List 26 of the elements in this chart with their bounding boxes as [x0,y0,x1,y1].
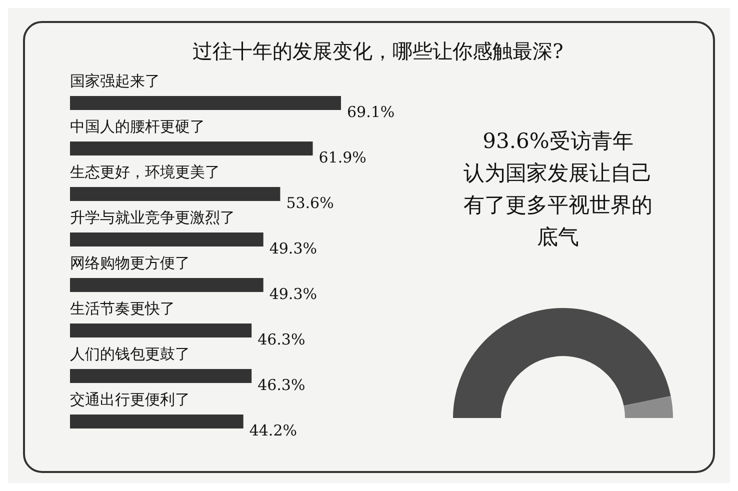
bar [70,142,313,156]
bar [70,278,264,292]
bar [70,369,252,383]
y-tick-label: 生活节奏更快了 [70,300,175,318]
y-tick-label: 生态更好，环境更美了 [70,163,220,181]
y-tick-label: 升学与就业竞争更激烈了 [70,208,235,226]
bar [70,96,341,110]
y-tick-label: 中国人的腰杆更硬了 [70,118,205,136]
data-label: 69.1% [347,103,395,121]
chart-title: 过往十年的发展变化，哪些让你感触最深? [192,39,564,63]
data-label: 53.6% [286,194,334,212]
bar [70,414,244,428]
data-label: 44.2% [249,422,297,440]
y-tick-label: 网络购物更方便了 [70,254,190,272]
data-label: 49.3% [269,240,318,258]
data-label: 46.3% [258,376,306,394]
data-label: 46.3% [258,330,306,348]
y-tick-label: 国家强起来了 [70,72,160,90]
chart-title: 93.6%受访青年认为国家发展让自己有了更多平视世界的底气 [464,129,652,249]
bar [70,232,264,246]
data-label: 61.9% [318,148,366,166]
bar [70,324,252,338]
bar [70,187,280,201]
y-tick-label: 交通出行更便利了 [70,390,190,408]
y-tick-label: 人们的钱包更鼓了 [70,345,190,363]
data-label: 49.3% [269,285,318,303]
